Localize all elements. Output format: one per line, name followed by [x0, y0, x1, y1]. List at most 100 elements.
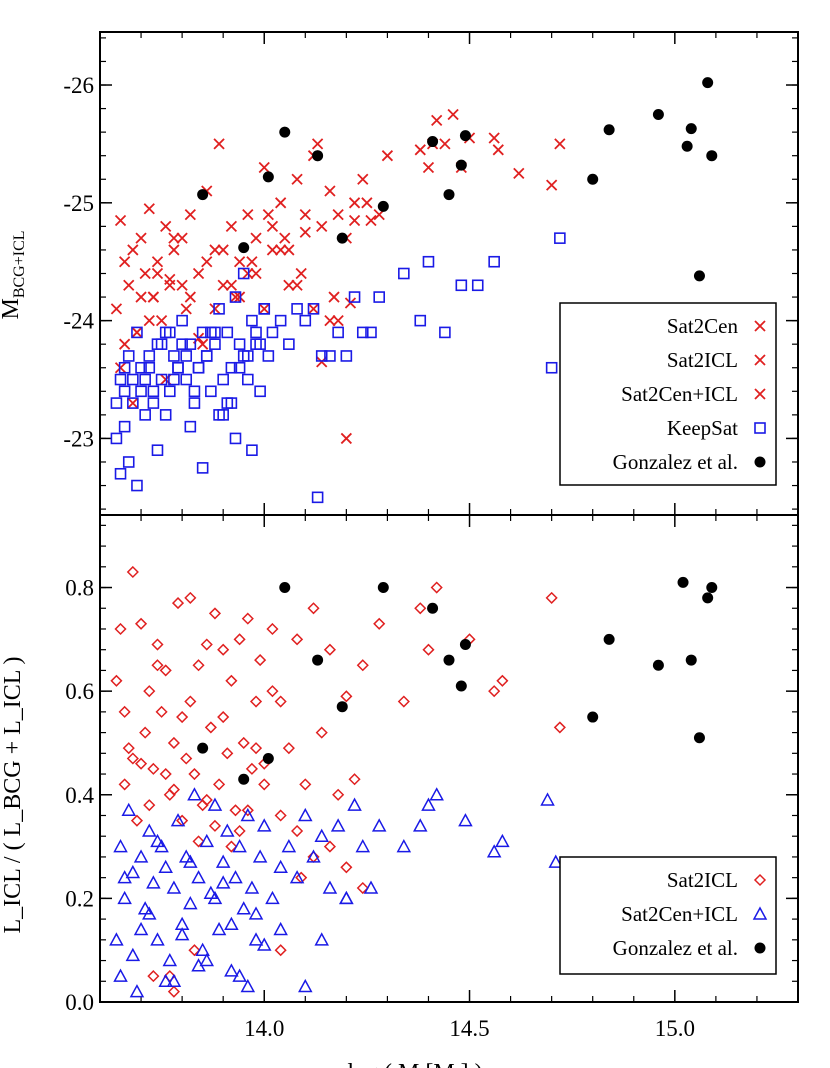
data-point	[122, 742, 135, 755]
data-point	[113, 839, 128, 853]
data-point	[363, 880, 379, 894]
data-point	[248, 932, 264, 946]
data-point	[205, 385, 217, 398]
data-point	[200, 350, 213, 362]
data-point	[197, 338, 209, 350]
data-point	[299, 226, 311, 238]
data-point	[254, 385, 266, 398]
x-tick-label: 15.0	[655, 1016, 695, 1041]
data-point	[545, 591, 558, 604]
data-point	[200, 638, 213, 651]
data-point	[356, 326, 369, 339]
data-point	[135, 361, 147, 374]
data-point	[242, 350, 254, 362]
data-point	[237, 736, 250, 750]
y-tick-label: -26	[63, 73, 94, 98]
data-point	[356, 881, 369, 895]
legend-label: Sat2Cen+ICL	[621, 382, 738, 406]
data-point	[196, 462, 209, 474]
data-point	[283, 244, 295, 256]
data-point	[307, 303, 320, 315]
bottom-panel-ticks: 0.0 0.2 0.4 0.6 0.8 14.0 14.5 15.0	[65, 515, 799, 1041]
data-point	[131, 479, 143, 492]
y-tick-label: 0.6	[65, 679, 94, 704]
data-point	[693, 270, 705, 282]
data-point	[246, 314, 258, 327]
data-point	[306, 849, 321, 863]
data-point	[118, 705, 131, 718]
y-tick-label: 0.4	[65, 783, 94, 808]
data-point	[274, 944, 287, 957]
data-point	[159, 409, 172, 421]
data-point	[336, 232, 348, 244]
y-tick-label: -24	[63, 309, 94, 334]
data-point	[191, 870, 206, 884]
data-point	[241, 804, 254, 817]
top-panel-ticks: -26 -25 -24 -23	[63, 32, 799, 515]
data-point	[339, 890, 354, 905]
data-point	[299, 314, 312, 327]
data-point	[213, 409, 225, 421]
data-point	[139, 373, 151, 386]
data-point	[685, 123, 697, 135]
data-point	[110, 674, 123, 687]
data-point	[118, 778, 131, 791]
data-point	[184, 291, 196, 303]
data-point	[252, 849, 268, 863]
data-point	[131, 326, 143, 339]
data-point	[171, 597, 185, 610]
data-point	[123, 279, 135, 291]
data-point	[134, 617, 148, 630]
data-point	[458, 813, 473, 827]
top-panel-marks	[110, 77, 718, 504]
data-point	[176, 232, 188, 244]
data-point	[488, 255, 500, 268]
data-point	[151, 659, 164, 672]
top-legend: Sat2Cen Sat2ICL Sat2Cen+ICL KeepSat Gonzalez…	[559, 302, 777, 486]
top-legend-box	[559, 302, 777, 486]
data-point	[279, 126, 291, 138]
data-point	[215, 875, 231, 889]
data-point	[225, 397, 238, 409]
data-point	[652, 659, 664, 671]
data-point	[249, 742, 263, 755]
data-point	[225, 361, 238, 374]
data-point	[706, 150, 718, 162]
data-point	[495, 833, 510, 848]
data-point	[229, 291, 242, 303]
data-point	[311, 138, 324, 150]
data-point	[233, 361, 246, 374]
data-point	[421, 797, 436, 811]
data-point	[283, 279, 295, 291]
data-point	[164, 326, 176, 339]
data-point	[180, 373, 193, 386]
data-point	[377, 200, 389, 212]
data-point	[373, 617, 386, 630]
data-point	[316, 220, 328, 233]
data-point	[298, 807, 313, 822]
data-point	[135, 291, 147, 303]
data-point	[143, 799, 156, 812]
data-point	[180, 752, 193, 765]
data-point	[314, 932, 329, 946]
data-point	[357, 173, 369, 185]
data-point	[314, 828, 329, 842]
data-point	[422, 255, 435, 268]
data-point	[486, 844, 502, 858]
data-point	[176, 338, 188, 350]
series-sat2cen-sat2icl-sat2cen-icl	[110, 108, 566, 445]
data-point	[110, 432, 123, 445]
data-point	[213, 303, 225, 315]
data-point	[118, 338, 131, 350]
data-point	[492, 144, 504, 156]
data-point	[258, 778, 271, 791]
data-point	[207, 890, 223, 905]
data-point	[447, 108, 459, 121]
data-point	[126, 752, 139, 765]
data-point	[455, 159, 467, 171]
data-point	[587, 711, 599, 723]
data-point	[125, 864, 141, 879]
data-point	[188, 944, 201, 957]
data-point	[240, 807, 256, 822]
data-point	[137, 901, 153, 915]
